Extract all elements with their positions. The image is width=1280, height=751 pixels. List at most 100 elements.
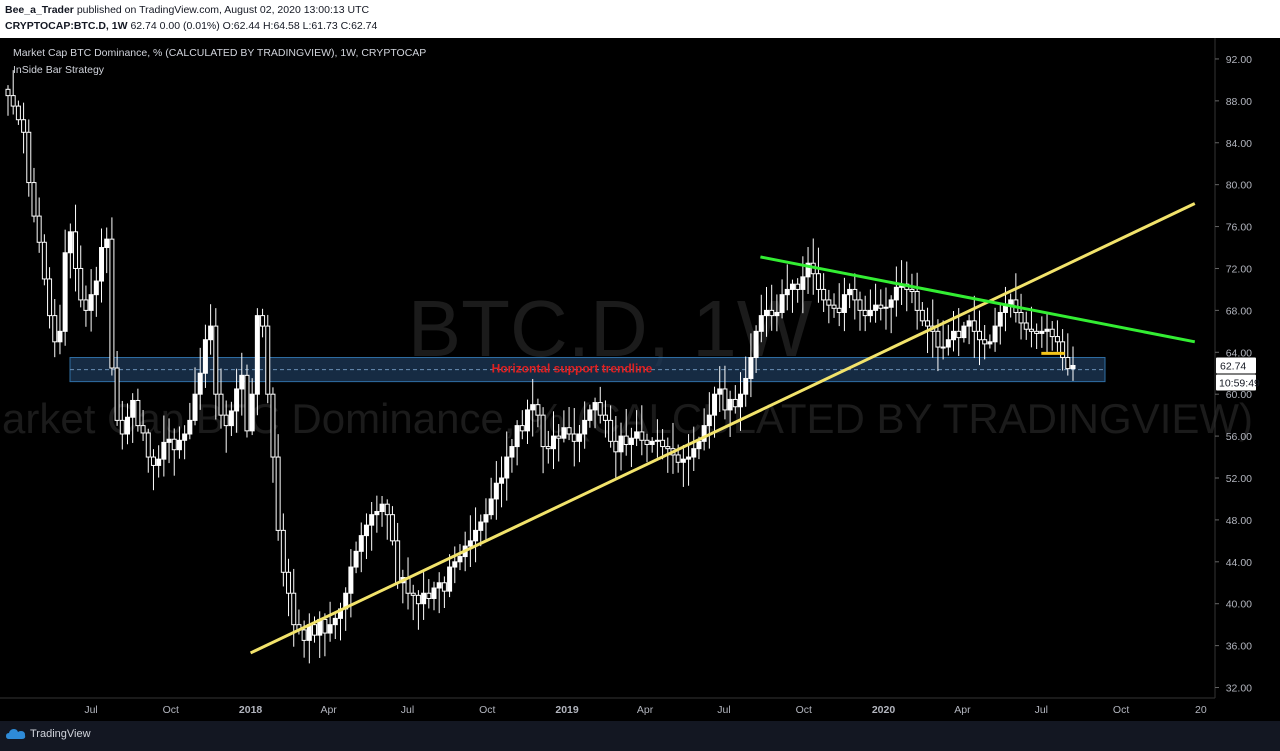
candle[interactable]: [363, 513, 369, 560]
candle[interactable]: [805, 247, 811, 294]
candle[interactable]: [686, 434, 692, 486]
candle[interactable]: [260, 308, 266, 338]
candle[interactable]: [166, 418, 172, 464]
candle[interactable]: [867, 289, 873, 323]
candle[interactable]: [192, 367, 198, 426]
candle[interactable]: [21, 102, 27, 154]
candle[interactable]: [789, 279, 795, 313]
candle[interactable]: [31, 167, 37, 223]
candle[interactable]: [161, 415, 167, 477]
candle[interactable]: [545, 430, 551, 464]
candle[interactable]: [171, 428, 177, 476]
candle[interactable]: [873, 283, 879, 323]
chart-area[interactable]: BTC.D, 1W Market Cap BTC Dominance, % (CA…: [0, 38, 1280, 751]
candle[interactable]: [405, 557, 411, 610]
candle[interactable]: [218, 368, 224, 429]
candle[interactable]: [488, 477, 494, 520]
candle[interactable]: [717, 366, 723, 413]
candle[interactable]: [976, 310, 982, 366]
candle[interactable]: [228, 401, 234, 436]
candle[interactable]: [935, 319, 941, 372]
candle[interactable]: [426, 579, 432, 609]
candle[interactable]: [73, 204, 79, 292]
candle[interactable]: [748, 333, 754, 398]
candle[interactable]: [779, 279, 785, 319]
candle[interactable]: [691, 426, 697, 472]
candle[interactable]: [582, 401, 588, 449]
candle[interactable]: [67, 223, 73, 279]
candle[interactable]: [379, 496, 385, 527]
candle[interactable]: [1039, 316, 1045, 348]
candle[interactable]: [1049, 321, 1055, 351]
candle[interactable]: [758, 294, 764, 343]
candle[interactable]: [831, 293, 837, 318]
candle[interactable]: [10, 70, 16, 115]
candle[interactable]: [743, 356, 749, 407]
candle[interactable]: [286, 558, 292, 617]
candle[interactable]: [784, 264, 790, 311]
candle[interactable]: [415, 590, 421, 630]
candle[interactable]: [525, 399, 531, 445]
candle[interactable]: [1018, 293, 1024, 340]
candle[interactable]: [914, 272, 920, 330]
candle[interactable]: [130, 393, 136, 443]
candle[interactable]: [244, 364, 250, 438]
candle[interactable]: [847, 283, 853, 309]
candle[interactable]: [623, 408, 629, 456]
candle[interactable]: [332, 613, 338, 640]
candle[interactable]: [1013, 273, 1019, 323]
candle[interactable]: [15, 100, 21, 125]
candle[interactable]: [1034, 323, 1040, 349]
candle[interactable]: [509, 439, 515, 473]
candle[interactable]: [187, 402, 193, 440]
candle[interactable]: [1070, 346, 1076, 381]
candle[interactable]: [535, 398, 541, 428]
candle[interactable]: [202, 324, 208, 388]
candle[interactable]: [540, 407, 546, 474]
candle[interactable]: [571, 408, 577, 467]
candle[interactable]: [145, 428, 151, 473]
candle[interactable]: [706, 392, 712, 449]
candle[interactable]: [270, 387, 276, 483]
candle[interactable]: [1054, 320, 1060, 352]
candle[interactable]: [732, 385, 738, 414]
candle[interactable]: [893, 266, 899, 317]
candle[interactable]: [447, 554, 453, 598]
candle[interactable]: [52, 298, 58, 358]
candle[interactable]: [576, 425, 582, 463]
candle[interactable]: [441, 576, 447, 609]
candle[interactable]: [473, 507, 479, 563]
candle[interactable]: [322, 613, 328, 657]
candle[interactable]: [597, 386, 603, 424]
candle[interactable]: [826, 289, 832, 324]
candle[interactable]: [852, 273, 858, 320]
candle[interactable]: [223, 400, 229, 453]
candle[interactable]: [602, 400, 608, 438]
candle[interactable]: [36, 197, 42, 253]
candle[interactable]: [639, 405, 645, 456]
candle[interactable]: [654, 419, 660, 458]
candle[interactable]: [821, 273, 827, 312]
candle[interactable]: [608, 405, 614, 448]
candle[interactable]: [971, 295, 977, 358]
support-trendline-label[interactable]: Horizontal support trendline: [492, 362, 653, 376]
candle[interactable]: [530, 378, 536, 437]
candle[interactable]: [722, 365, 728, 420]
candle[interactable]: [265, 314, 271, 404]
candle[interactable]: [291, 568, 297, 647]
publisher-name[interactable]: Bee_a_Trader: [5, 4, 74, 16]
candle[interactable]: [57, 304, 63, 355]
indicator-legend[interactable]: InSide Bar Strategy: [13, 64, 105, 76]
candle[interactable]: [478, 514, 484, 547]
candle[interactable]: [93, 266, 99, 317]
candle[interactable]: [140, 410, 146, 441]
candle[interactable]: [1023, 311, 1029, 340]
candle[interactable]: [519, 410, 525, 440]
candle[interactable]: [156, 445, 162, 478]
candle[interactable]: [452, 546, 458, 584]
candle[interactable]: [649, 437, 655, 453]
candle[interactable]: [26, 119, 32, 197]
candle[interactable]: [5, 85, 11, 116]
candle[interactable]: [883, 287, 889, 330]
